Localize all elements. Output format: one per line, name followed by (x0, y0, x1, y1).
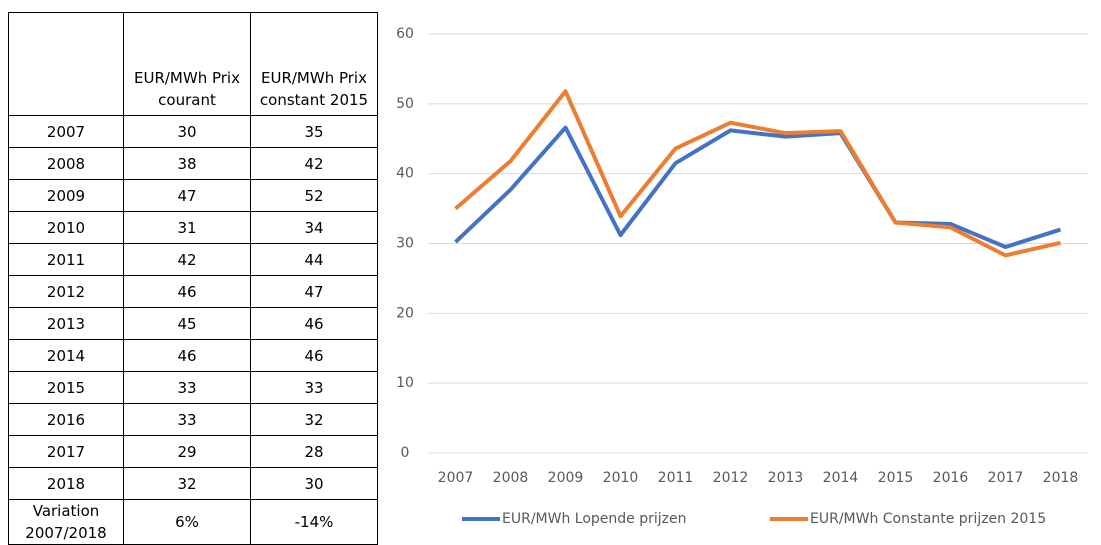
x-tick-label: 2012 (713, 470, 749, 486)
table-cell: 2009 (8, 179, 124, 212)
x-tick-label: 2009 (548, 470, 584, 486)
table-row: 2014 46 46 (8, 339, 378, 372)
table-cell: 30 (250, 467, 378, 500)
header-cell: EUR/MWh Prix constant 2015 (250, 12, 378, 116)
table-cell: 33 (123, 403, 251, 436)
table-row: 2012 46 47 (8, 275, 378, 308)
x-tick-label: 2007 (438, 470, 474, 486)
price-table: EUR/MWh Prix courant EUR/MWh Prix constan… (8, 12, 378, 545)
table-cell: 46 (123, 275, 251, 308)
series-line (454, 89, 1061, 258)
table-cell: 2017 (8, 435, 124, 468)
y-tick-label: 30 (396, 236, 414, 252)
x-tick-label: 2016 (933, 470, 969, 486)
y-tick-label: 20 (396, 305, 414, 321)
table-row: 2007 30 35 (8, 115, 378, 148)
table-row: 2009 47 52 (8, 179, 378, 212)
x-tick-label: 2018 (1043, 470, 1079, 486)
x-tick-label: 2015 (878, 470, 914, 486)
table-cell: 32 (250, 403, 378, 436)
table-row: 2017 29 28 (8, 435, 378, 468)
x-tick-label: 2008 (493, 470, 529, 486)
table-cell: 2014 (8, 339, 124, 372)
x-tick-label: 2011 (658, 470, 694, 486)
table-row: 2015 33 33 (8, 371, 378, 404)
table-row: 2011 42 44 (8, 243, 378, 276)
table-row: 2013 45 46 (8, 307, 378, 340)
table-cell: 33 (123, 371, 251, 404)
x-tick-label: 2017 (988, 470, 1024, 486)
x-tick-label: 2014 (823, 470, 859, 486)
y-tick-label: 60 (396, 26, 414, 42)
table-cell: 2007 (8, 115, 124, 148)
table-row: 2016 33 32 (8, 403, 378, 436)
y-tick-label: 50 (396, 96, 414, 112)
legend-label: EUR/MWh Lopende prijzen (502, 511, 686, 527)
table-cell: 28 (250, 435, 378, 468)
table-cell: 2016 (8, 403, 124, 436)
table-body: EUR/MWh Prix courant EUR/MWh Prix constan… (8, 12, 378, 545)
x-tick-label: 2013 (768, 470, 804, 486)
table-row: Variation 2007/2018 6% -14% (8, 499, 378, 545)
table-cell: 42 (123, 243, 251, 276)
table-cell: 31 (123, 211, 251, 244)
x-tick-label: 2010 (603, 470, 639, 486)
table-cell: 29 (123, 435, 251, 468)
legend-label: EUR/MWh Constante prijzen 2015 (810, 511, 1046, 527)
table-cell: 6% (123, 499, 251, 545)
table-cell: 2012 (8, 275, 124, 308)
table-cell: 38 (123, 147, 251, 180)
y-tick-label: 0 (401, 445, 410, 461)
table-cell: -14% (250, 499, 378, 545)
table-cell: 2011 (8, 243, 124, 276)
table-cell: 2008 (8, 147, 124, 180)
table-cell: Variation 2007/2018 (8, 499, 124, 545)
table-cell: 2013 (8, 307, 124, 340)
y-tick-label: 40 (396, 166, 414, 182)
table-cell: 47 (123, 179, 251, 212)
y-tick-label: 10 (396, 375, 414, 391)
series-line (454, 125, 1062, 249)
table-cell: 2018 (8, 467, 124, 500)
table-cell: 52 (250, 179, 378, 212)
header-cell (8, 12, 124, 116)
